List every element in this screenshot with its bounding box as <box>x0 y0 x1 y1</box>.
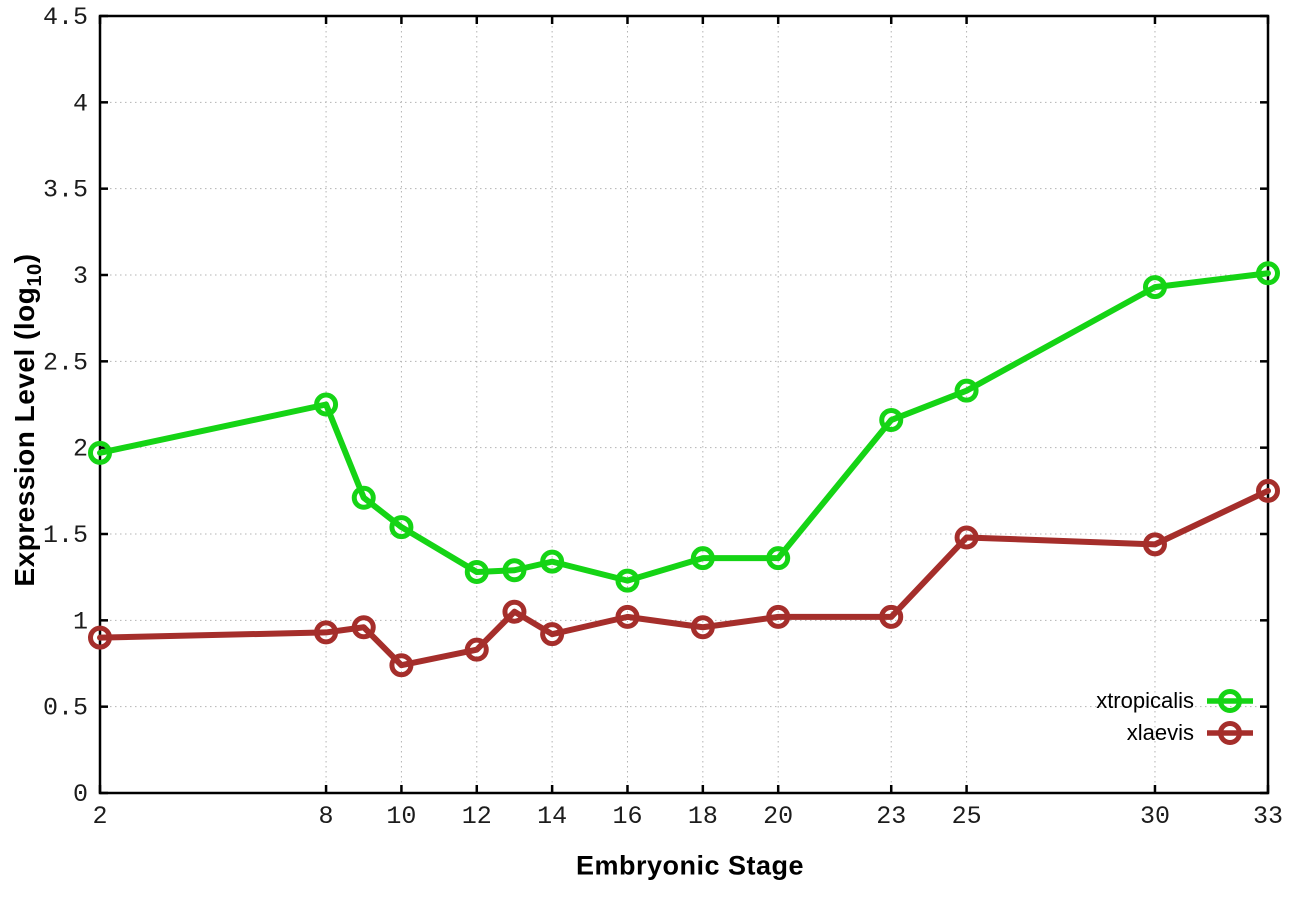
y-tick-label: 2 <box>73 435 88 464</box>
legend-marker-xtropicalis <box>1207 689 1253 713</box>
x-tick-label: 20 <box>763 802 793 831</box>
data-point-xtropicalis <box>389 515 414 540</box>
y-axis-title-close: ) <box>9 253 41 264</box>
x-tick-label: 30 <box>1140 802 1170 831</box>
x-axis-title: Embryonic Stage <box>575 850 805 881</box>
legend-item-xtropicalis: xtropicalis <box>1096 687 1256 715</box>
data-point-xlaevis <box>351 615 376 640</box>
data-point-xtropicalis <box>1142 275 1167 300</box>
data-point-xlaevis <box>690 615 715 640</box>
y-tick-label: 1.5 <box>43 521 88 550</box>
series-line-xlaevis <box>97 487 1271 669</box>
data-point-xlaevis <box>1142 532 1167 557</box>
data-point-xlaevis <box>615 604 640 629</box>
data-point-xlaevis <box>502 599 527 624</box>
y-axis-title-subscript: 10 <box>23 263 46 287</box>
data-point-xtropicalis <box>88 440 112 465</box>
legend-label-xtropicalis: xtropicalis <box>1096 688 1194 713</box>
legend-label-xlaevis: xlaevis <box>1126 720 1194 745</box>
y-tick-label: 4.5 <box>43 3 88 32</box>
x-tick-label: 8 <box>319 802 334 831</box>
data-point-xlaevis <box>314 620 339 645</box>
x-tick-label: 14 <box>537 802 567 831</box>
data-point-xlaevis <box>88 625 112 650</box>
data-point-xtropicalis <box>766 546 791 571</box>
data-point-xtropicalis <box>954 378 979 403</box>
y-axis-title-text: Expression Level (log <box>9 286 41 587</box>
y-tick-label: 0.5 <box>43 694 88 723</box>
x-tick-label: 10 <box>386 802 416 831</box>
data-point-xtropicalis <box>690 546 715 571</box>
data-point-xlaevis <box>879 604 904 629</box>
data-point-xlaevis <box>766 604 791 629</box>
y-axis-title: Expression Level (log10) <box>9 253 47 586</box>
x-tick-label: 33 <box>1253 802 1283 831</box>
legend: xtropicalis xlaevis <box>1096 687 1256 747</box>
data-point-xlaevis <box>389 653 414 678</box>
series-line-xtropicalis <box>97 270 1271 584</box>
data-point-xlaevis <box>1256 478 1280 503</box>
x-tick-label: 25 <box>952 802 982 831</box>
x-tick-label: 23 <box>876 802 906 831</box>
data-point-xtropicalis <box>540 549 565 574</box>
data-point-xtropicalis <box>351 485 376 510</box>
y-tick-label: 1 <box>73 607 88 636</box>
data-point-xtropicalis <box>502 558 527 583</box>
data-point-xtropicalis <box>615 568 640 593</box>
data-point-xtropicalis <box>879 408 904 433</box>
x-tick-label: 18 <box>688 802 718 831</box>
y-tick-label: 3 <box>73 262 88 291</box>
legend-item-xlaevis: xlaevis <box>1127 719 1256 747</box>
data-point-xtropicalis <box>314 392 339 417</box>
y-tick-label: 3.5 <box>43 176 88 205</box>
y-tick-label: 2.5 <box>43 348 88 377</box>
x-tick-label: 12 <box>462 802 492 831</box>
data-point-xlaevis <box>464 637 489 662</box>
x-tick-label: 2 <box>92 802 107 831</box>
data-point-xtropicalis <box>1256 261 1280 286</box>
x-tick-label: 16 <box>612 802 642 831</box>
y-tick-label: 4 <box>73 89 88 118</box>
data-point-xtropicalis <box>464 559 489 584</box>
legend-marker-xlaevis <box>1207 721 1253 745</box>
y-tick-label: 0 <box>73 780 88 809</box>
plot-border <box>98 14 1270 795</box>
data-point-xlaevis <box>954 525 979 550</box>
data-point-xlaevis <box>540 622 565 647</box>
